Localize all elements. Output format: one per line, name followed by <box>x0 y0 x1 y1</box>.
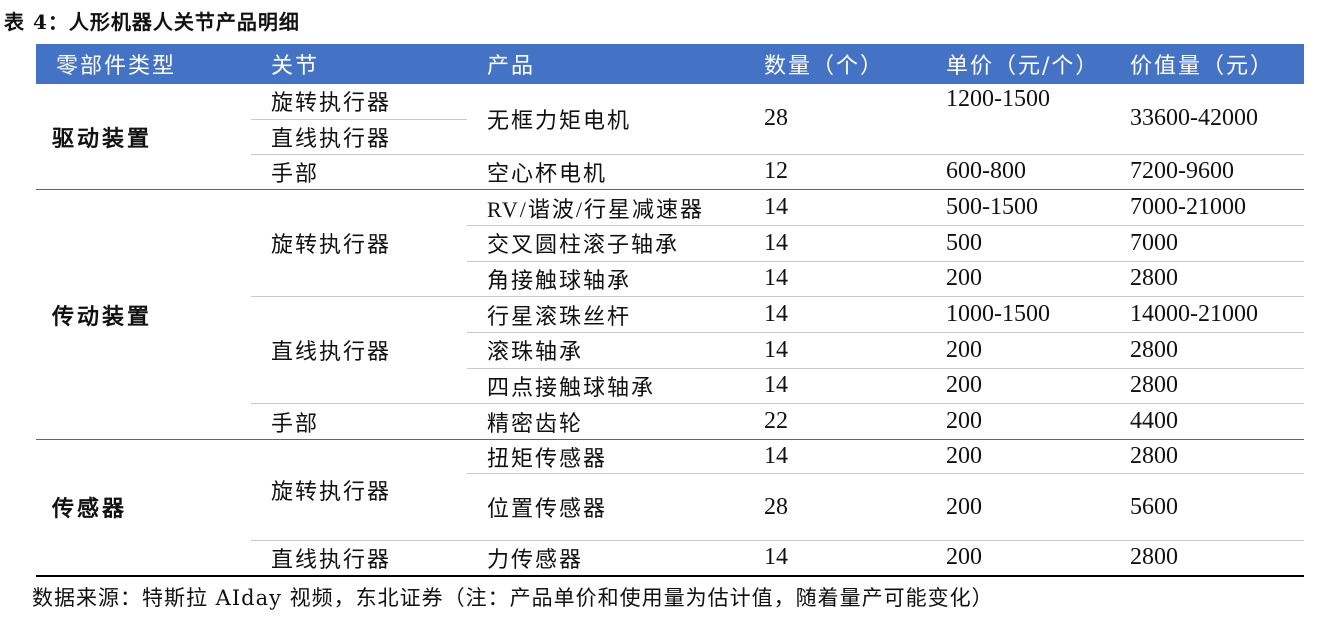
joint-cell: 直线执行器 <box>251 119 467 155</box>
product-cell: 角接触球轴承 <box>467 261 744 298</box>
table-row: 位置传感器 28 200 5600 <box>36 473 1304 541</box>
header-component-type: 零部件类型 <box>56 54 177 79</box>
header-unit-price: 单价（元/个） <box>946 54 1100 79</box>
product-cell: 无框力矩电机 <box>467 84 744 155</box>
table-row: 四点接触球轴承 14 200 2800 <box>36 368 1304 405</box>
value-cell: 2800 <box>1110 261 1304 298</box>
value-cell: 33600-42000 <box>1110 84 1304 155</box>
header-product: 产品 <box>487 54 536 79</box>
table-row: 交叉圆柱滚子轴承 14 500 7000 <box>36 225 1304 262</box>
value-cell: 2800 <box>1110 332 1304 369</box>
quantity-cell: 14 <box>744 368 926 405</box>
value-cell: 7200-9600 <box>1110 154 1304 191</box>
product-cell: 空心杯电机 <box>467 154 744 191</box>
source-note: 数据来源：特斯拉 AIday 视频，东北证券（注：产品单价和使用量为估计值，随着… <box>32 586 994 610</box>
product-cell: 位置传感器 <box>467 473 744 541</box>
table-row: 驱动装置 旋转执行器 无框力矩电机 28 1200-1500 33600-420… <box>36 84 1304 191</box>
price-cell: 500-1500 <box>926 189 1110 226</box>
quantity-cell: 28 <box>744 473 926 541</box>
header-value: 价值量（元） <box>1130 54 1275 79</box>
product-cell: 四点接触球轴承 <box>467 368 744 405</box>
table-row: 手部 精密齿轮 22 200 4400 <box>36 403 1304 440</box>
joint-cell: 直线执行器 <box>251 540 467 577</box>
quantity-cell: 28 <box>744 84 926 155</box>
price-cell: 1200-1500 <box>926 84 1110 155</box>
value-cell: 7000 <box>1110 225 1304 262</box>
header-quantity: 数量（个） <box>764 54 885 79</box>
joint-cell: 手部 <box>251 154 467 191</box>
price-cell: 200 <box>926 473 1110 541</box>
price-cell: 200 <box>926 261 1110 298</box>
value-cell: 4400 <box>1110 403 1304 440</box>
table-header: 零部件类型 关节 产品 数量（个） 单价（元/个） 价值量（元） <box>36 44 1304 84</box>
value-cell: 2800 <box>1110 540 1304 577</box>
table-row: 传感器 旋转执行器 扭矩传感器 14 200 2800 <box>36 439 1304 577</box>
group-sensor: 传感器 <box>36 439 251 577</box>
joint-cell: 手部 <box>251 403 467 440</box>
quantity-cell: 14 <box>744 261 926 298</box>
product-cell: 交叉圆柱滚子轴承 <box>467 225 744 262</box>
table-row: 角接触球轴承 14 200 2800 <box>36 261 1304 298</box>
value-cell: 2800 <box>1110 439 1304 474</box>
value-cell: 14000-21000 <box>1110 296 1304 333</box>
table-row: 滚珠轴承 14 200 2800 <box>36 332 1304 369</box>
table-title: 表 4：人形机器人关节产品明细 <box>4 10 300 34</box>
joint-cell: 直线执行器 <box>251 296 467 405</box>
price-cell: 200 <box>926 540 1110 577</box>
table-row: 手部 空心杯电机 12 600-800 7200-9600 <box>36 154 1304 191</box>
table-row: 直线执行器 <box>36 119 1304 155</box>
value-cell: 2800 <box>1110 368 1304 405</box>
product-cell: 精密齿轮 <box>467 403 744 440</box>
table-row: 传动装置 旋转执行器 RV/谐波/行星减速器 14 500-1500 7000-… <box>36 189 1304 440</box>
product-cell: 滚珠轴承 <box>467 332 744 369</box>
quantity-cell: 14 <box>744 439 926 474</box>
price-cell: 200 <box>926 368 1110 405</box>
product-cell: 力传感器 <box>467 540 744 577</box>
joint-cell: 旋转执行器 <box>251 439 467 541</box>
price-cell: 600-800 <box>926 154 1110 191</box>
quantity-cell: 22 <box>744 403 926 440</box>
quantity-cell: 14 <box>744 540 926 577</box>
quantity-cell: 14 <box>744 332 926 369</box>
product-cell: RV/谐波/行星减速器 <box>467 189 744 226</box>
price-cell: 200 <box>926 332 1110 369</box>
price-cell: 1000-1500 <box>926 296 1110 333</box>
joint-cell: 旋转执行器 <box>251 84 467 120</box>
price-cell: 200 <box>926 403 1110 440</box>
product-cell: 行星滚珠丝杆 <box>467 296 744 333</box>
table-row: 直线执行器 行星滚珠丝杆 14 1000-1500 14000-21000 <box>36 296 1304 405</box>
group-drive: 驱动装置 <box>36 84 251 191</box>
product-cell: 扭矩传感器 <box>467 439 744 474</box>
joint-products-table: 零部件类型 关节 产品 数量（个） 单价（元/个） 价值量（元） 驱动装置 旋转… <box>36 44 1304 577</box>
value-cell: 7000-21000 <box>1110 189 1304 226</box>
value-cell: 5600 <box>1110 473 1304 541</box>
quantity-cell: 14 <box>744 225 926 262</box>
quantity-cell: 12 <box>744 154 926 191</box>
group-transmission: 传动装置 <box>36 189 251 440</box>
price-cell: 200 <box>926 439 1110 474</box>
joint-cell: 旋转执行器 <box>251 189 467 298</box>
quantity-cell: 14 <box>744 296 926 333</box>
quantity-cell: 14 <box>744 189 926 226</box>
header-joint: 关节 <box>271 54 320 79</box>
price-cell: 500 <box>926 225 1110 262</box>
table-row: 直线执行器 力传感器 14 200 2800 <box>36 540 1304 577</box>
